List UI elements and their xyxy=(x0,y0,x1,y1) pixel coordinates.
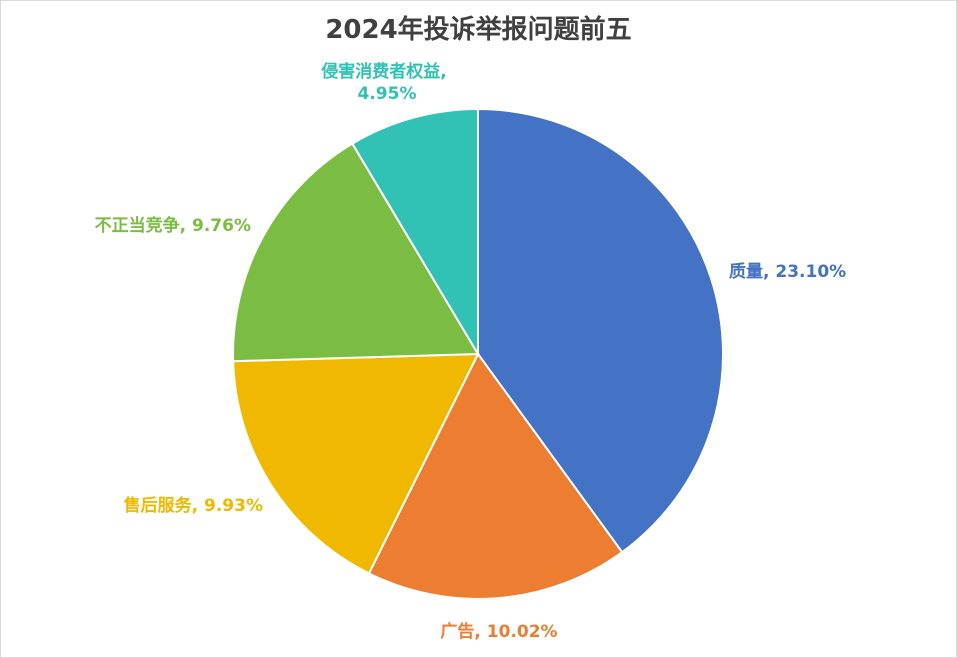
slice-label-quality-text: 质量, 23.10% xyxy=(729,261,846,282)
slice-label-consumer-rights: 侵害消费者权益, 4.95% xyxy=(320,61,452,104)
slice-label-consumer-rights-name: 侵害消费者权益, xyxy=(320,61,446,82)
slice-label-unfair-competition-text: 不正当竞争, 9.76% xyxy=(95,215,251,236)
slice-label-after-sales: 售后服务, 9.93% xyxy=(124,495,263,516)
slice-label-ads-text: 广告, 10.02% xyxy=(440,621,557,642)
pie-slice-ads xyxy=(367,352,624,600)
slice-label-after-sales-text: 售后服务, 9.93% xyxy=(124,495,263,516)
slice-label-consumer-rights-value: 4.95% xyxy=(358,84,417,104)
pie-slice-quality xyxy=(477,107,724,554)
slice-label-ads: 广告, 10.02% xyxy=(440,621,557,642)
slice-label-quality: 质量, 23.10% xyxy=(729,261,846,282)
pie-slices xyxy=(232,107,724,600)
pie-slice-unfair-competition xyxy=(232,142,480,363)
pie-slice-after-sales xyxy=(232,352,480,575)
pie-slice-consumer-rights xyxy=(350,107,479,358)
slice-label-unfair-competition: 不正当竞争, 9.76% xyxy=(95,215,251,236)
pie-labels: 质量, 23.10% 广告, 10.02% 售后服务, 9.93% 不正当竞争,… xyxy=(95,61,847,642)
chart-title: 2024年投诉举报问题前五 xyxy=(325,15,632,45)
